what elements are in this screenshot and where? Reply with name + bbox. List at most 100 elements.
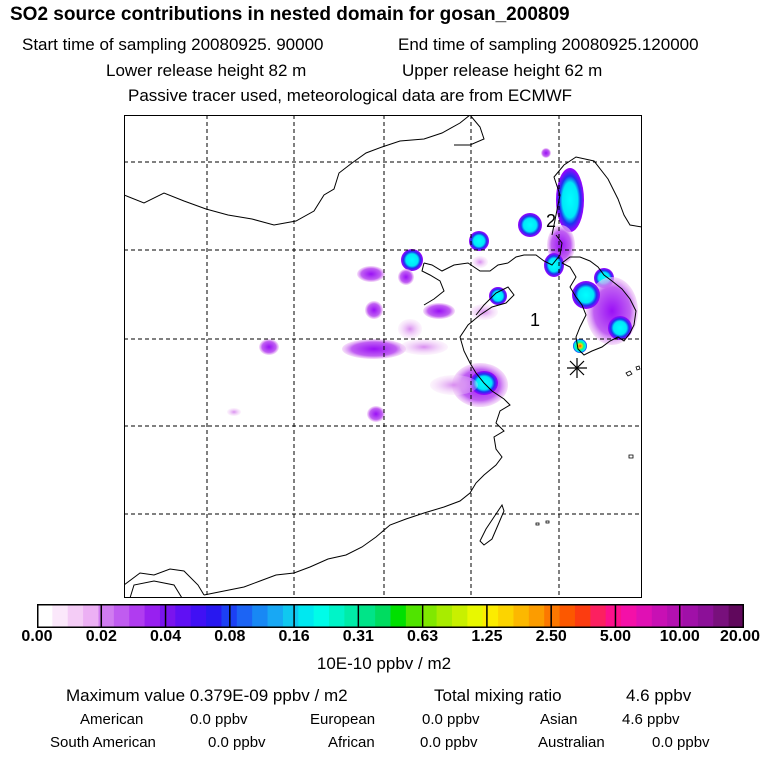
colorbar-swatch [605,604,622,628]
colorbar-swatch [590,604,607,628]
colorbar-tick-label: 1.25 [471,628,503,645]
plume-blob [259,339,279,355]
colorbar-swatch [728,604,744,628]
colorbar-swatch [467,604,484,628]
lower-release-label: Lower release height 82 m [106,61,307,80]
colorbar-swatch [390,604,407,628]
colorbar-swatch [421,604,438,628]
plume-blob [357,266,385,282]
plot-title: SO2 source contributions in nested domai… [10,4,570,25]
colorbar-unit: 10E-10 ppbv / m2 [316,654,452,673]
colorbar-tick-label: 0.16 [278,628,310,645]
island-layer [535,365,641,526]
plume-blob [400,339,448,355]
region-name: South American [50,734,156,751]
colorbar-swatch [144,604,161,628]
colorbar-swatch [713,604,730,628]
concentration-map: 2 1 [124,115,642,598]
plume-layer [227,148,638,422]
colorbar-swatch [206,604,222,628]
plume-blob [472,256,488,268]
colorbar-swatch [651,604,668,628]
region-value: 0.0 ppbv [420,734,478,751]
colorbar-swatch [175,604,192,628]
colorbar-swatch [574,604,591,628]
colorbar-swatch [37,604,53,628]
colorbar-swatch [375,604,391,628]
colorbar-swatch [498,604,514,628]
colorbar-tick-label: 0.08 [214,628,246,645]
region-label-1: 1 [530,310,540,330]
colorbar-swatch [359,604,376,628]
colorbar-swatch [528,604,545,628]
start-time-label: Start time of sampling 20080925. 90000 [22,35,324,54]
plume-blob [489,287,507,305]
region-name: Asian [540,711,578,728]
colorbar-swatch [667,604,684,628]
colorbar-tick-label: 2.50 [535,628,567,645]
plume-blob [365,301,383,319]
grid-layer [124,115,642,598]
colorbar-swatch [544,604,561,628]
colorbar-tick-label: 0.02 [85,628,117,645]
plume-blob [367,406,385,422]
colorbar-tick-label: 0.04 [149,628,182,645]
colorbar-tick-label: 0.31 [342,628,374,645]
colorbar-swatch [559,604,576,628]
colorbar-swatch [252,604,269,628]
colorbar-swatch [329,604,345,628]
region-name: Australian [538,734,605,751]
region-name: American [80,711,144,728]
colorbar [37,604,744,628]
colorbar-swatch [621,604,637,628]
colorbar-border [37,604,744,628]
region-value: 4.6 ppbv [622,711,680,728]
plume-blob [518,213,542,237]
plume-blob [556,168,584,232]
plume-blob [572,281,600,309]
plume-blob [544,253,564,277]
colorbar-swatch [159,604,176,628]
colorbar-tick-label: 0.00 [21,628,53,645]
colorbar-swatch [98,604,115,628]
plume-blob [541,148,551,158]
plume-blob [398,269,414,285]
total-mixing-label: Total mixing ratio [434,686,562,705]
colorbar-swatch [636,604,653,628]
colorbar-swatch [282,604,299,628]
colorbar-swatch [190,604,207,628]
coastline-layer [124,115,642,598]
plume-blob [398,319,422,339]
colorbar-swatch [267,604,284,628]
plume-blob [423,303,455,319]
region-value: 0.0 ppbv [652,734,710,751]
plume-blob [608,316,632,340]
colorbar-swatch [344,604,361,628]
colorbar-swatch [298,604,315,628]
colorbar-swatch [405,604,422,628]
colorbar-swatch [513,604,530,628]
region-value: 0.0 ppbv [190,711,248,728]
region-label-2: 2 [546,211,556,231]
receptor-asterisk-icon [567,358,587,378]
upper-release-label: Upper release height 62 m [402,61,603,80]
region-value: 0.0 ppbv [422,711,480,728]
colorbar-swatch [682,604,699,628]
colorbar-tick-label: 10.00 [659,628,700,645]
colorbar-swatch [236,604,253,628]
colorbar-swatch [67,604,84,628]
colorbar-swatch [113,604,130,628]
plume-blob [469,231,489,251]
tracer-note: Passive tracer used, meteorological data… [128,86,573,105]
end-time-label: End time of sampling 20080925.120000 [398,35,699,54]
plume-blob [401,249,423,271]
colorbar-tick-label: 0.63 [407,628,439,645]
plume-blob [342,339,406,359]
colorbar-swatch [129,604,146,628]
region-name: African [328,734,375,751]
colorbar-swatch [83,604,99,628]
colorbar-tick-label: 20.00 [719,628,761,645]
colorbar-swatch [52,604,69,628]
colorbar-swatch [436,604,453,628]
region-name: European [310,711,376,728]
